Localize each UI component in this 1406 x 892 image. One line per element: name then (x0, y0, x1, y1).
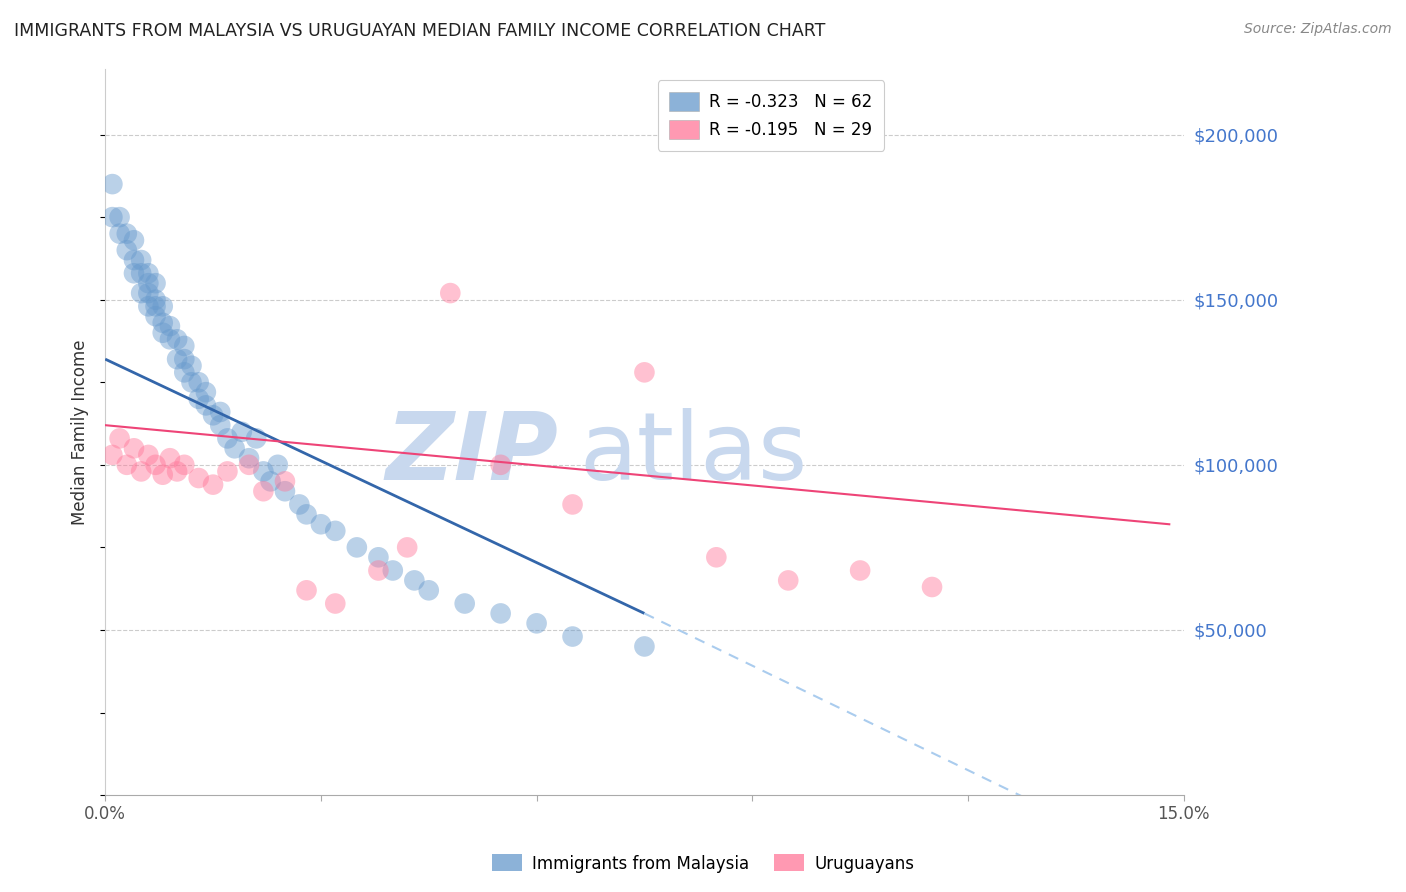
Point (346, 541, 368, 555)
Point (238, 451, 260, 466)
Point (122, 233, 145, 247)
Point (209, 418, 232, 433)
Point (295, 508, 318, 522)
Point (704, 550, 727, 565)
Point (187, 471, 209, 485)
Point (145, 458, 167, 472)
Point (115, 227, 138, 241)
Point (122, 253, 145, 268)
Point (526, 616, 548, 631)
Point (180, 376, 202, 390)
Point (145, 309, 167, 323)
Legend: Immigrants from Malaysia, Uruguayans: Immigrants from Malaysia, Uruguayans (485, 847, 921, 880)
Point (129, 253, 152, 268)
Point (145, 299, 167, 313)
Text: atlas: atlas (579, 408, 808, 500)
Text: IMMIGRANTS FROM MALAYSIA VS URUGUAYAN MEDIAN FAMILY INCOME CORRELATION CHART: IMMIGRANTS FROM MALAYSIA VS URUGUAYAN ME… (14, 22, 825, 40)
Point (152, 299, 174, 313)
Point (489, 458, 512, 472)
Point (159, 332, 181, 346)
Point (187, 376, 209, 390)
Point (252, 484, 274, 499)
Point (323, 524, 346, 538)
Point (561, 630, 583, 644)
Point (108, 431, 131, 445)
Point (166, 332, 188, 346)
Point (108, 210, 131, 224)
Text: ZIP: ZIP (385, 408, 558, 500)
Point (245, 431, 267, 445)
Point (138, 286, 160, 301)
Point (101, 210, 124, 224)
Point (138, 299, 160, 313)
Point (217, 431, 239, 445)
Point (367, 550, 389, 565)
Point (122, 266, 145, 280)
Point (152, 316, 174, 330)
Point (129, 464, 152, 478)
Point (209, 405, 232, 419)
Point (274, 484, 297, 499)
Point (145, 293, 167, 307)
Point (238, 458, 260, 472)
Point (129, 266, 152, 280)
Y-axis label: Median Family Income: Median Family Income (72, 339, 89, 524)
Point (115, 458, 138, 472)
Point (180, 359, 202, 373)
Point (202, 409, 225, 423)
Point (173, 352, 195, 367)
Point (921, 580, 943, 594)
Point (173, 458, 195, 472)
Point (115, 243, 138, 257)
Point (101, 177, 124, 191)
Point (187, 392, 209, 406)
Point (129, 286, 152, 301)
Point (288, 498, 311, 512)
Point (267, 458, 290, 472)
Point (274, 475, 297, 489)
Point (145, 276, 167, 290)
Point (404, 574, 426, 588)
Point (152, 467, 174, 482)
Point (633, 365, 655, 379)
Point (194, 398, 217, 412)
Point (224, 442, 246, 456)
Point (122, 442, 145, 456)
Point (252, 464, 274, 478)
Point (309, 517, 332, 532)
Point (489, 607, 512, 621)
Point (454, 597, 477, 611)
Point (367, 564, 389, 578)
Point (138, 448, 160, 462)
Point (259, 475, 281, 489)
Point (396, 541, 419, 555)
Point (166, 464, 188, 478)
Point (217, 464, 239, 478)
Point (295, 583, 318, 598)
Point (101, 448, 124, 462)
Text: Source: ZipAtlas.com: Source: ZipAtlas.com (1244, 22, 1392, 37)
Point (159, 451, 181, 466)
Point (439, 286, 461, 301)
Point (778, 574, 800, 588)
Point (633, 640, 655, 654)
Point (323, 597, 346, 611)
Point (231, 425, 253, 439)
Point (173, 365, 195, 379)
Point (561, 498, 583, 512)
Point (138, 266, 160, 280)
Point (108, 227, 131, 241)
Point (849, 564, 872, 578)
Point (202, 477, 225, 491)
Point (194, 385, 217, 400)
Point (381, 564, 404, 578)
Point (159, 319, 181, 334)
Point (166, 352, 188, 367)
Point (173, 339, 195, 353)
Point (418, 583, 440, 598)
Point (138, 276, 160, 290)
Point (152, 326, 174, 340)
Legend: R = -0.323   N = 62, R = -0.195   N = 29: R = -0.323 N = 62, R = -0.195 N = 29 (658, 80, 884, 151)
